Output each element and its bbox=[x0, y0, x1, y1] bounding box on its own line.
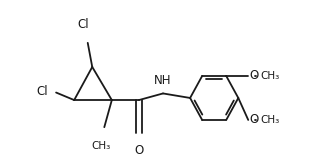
Text: Cl: Cl bbox=[36, 84, 48, 98]
Text: CH₃: CH₃ bbox=[92, 141, 111, 151]
Text: CH₃: CH₃ bbox=[260, 71, 280, 81]
Text: O: O bbox=[134, 144, 144, 157]
Text: NH: NH bbox=[154, 74, 171, 87]
Text: O: O bbox=[250, 113, 259, 126]
Text: CH₃: CH₃ bbox=[260, 115, 280, 125]
Text: O: O bbox=[250, 70, 259, 82]
Text: Cl: Cl bbox=[77, 18, 89, 31]
